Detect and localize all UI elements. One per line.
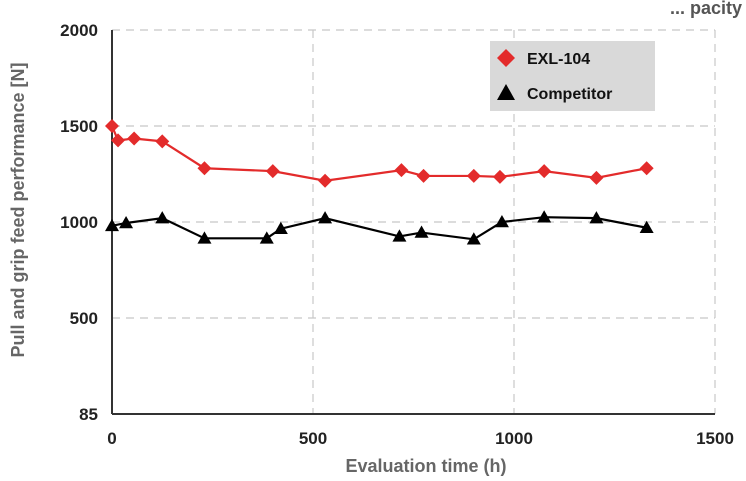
data-point-exl104 <box>111 133 126 148</box>
data-point-competitor <box>639 220 654 234</box>
data-point-exl104 <box>265 164 280 179</box>
data-point-competitor <box>273 221 288 234</box>
data-point-exl104 <box>155 134 170 149</box>
legend-marker-exl104 <box>497 49 515 67</box>
data-point-competitor <box>537 210 552 223</box>
y-tick-label: 1500 <box>60 117 98 136</box>
data-point-exl104 <box>127 131 142 146</box>
data-point-competitor <box>466 232 481 245</box>
data-point-competitor <box>414 225 429 238</box>
legend-label-competitor: Competitor <box>527 86 612 103</box>
tick-labels: 0 500 1000 1500 2000 1500 1000 500 85 <box>60 21 734 448</box>
data-point-exl104 <box>318 173 333 188</box>
data-point-competitor <box>259 231 274 244</box>
series-layer <box>105 119 654 245</box>
x-tick-label: 500 <box>299 429 327 448</box>
data-point-exl104 <box>197 161 212 176</box>
legend-label-exl104: EXL-104 <box>527 51 590 68</box>
data-point-exl104 <box>639 161 654 176</box>
x-axis-title: Evaluation time (h) <box>345 456 506 476</box>
x-tick-label: 1000 <box>495 429 533 448</box>
x-tick-label: 1500 <box>696 429 734 448</box>
data-point-competitor <box>105 218 119 232</box>
y-tick-label: 500 <box>70 309 98 328</box>
data-point-competitor <box>494 215 509 228</box>
series-line-exl104 <box>110 125 647 182</box>
legend-box <box>490 41 655 111</box>
data-point-competitor <box>589 211 604 224</box>
data-point-exl104 <box>492 169 507 184</box>
data-point-competitor <box>318 211 333 224</box>
x-tick-label: 0 <box>107 429 116 448</box>
data-point-exl104 <box>466 168 481 183</box>
data-point-competitor <box>119 215 134 229</box>
y-axis-title: Pull and grip feed performance [N] <box>8 62 28 357</box>
data-point-exl104 <box>394 163 409 178</box>
data-point-exl104 <box>105 119 119 133</box>
legend: EXL-104 Competitor <box>490 41 655 111</box>
data-point-competitor <box>197 231 212 244</box>
y-tick-label: 1000 <box>60 213 98 232</box>
legend-marker-competitor <box>497 84 515 100</box>
y-tick-label: 2000 <box>60 21 98 40</box>
chart-title: ... pacity <box>670 0 742 18</box>
data-point-exl104 <box>589 170 604 185</box>
y-tick-label: 85 <box>79 405 98 424</box>
series-line-competitor <box>111 216 647 241</box>
data-point-competitor <box>392 229 407 242</box>
data-point-exl104 <box>416 168 431 183</box>
data-point-competitor <box>155 211 170 224</box>
data-point-exl104 <box>537 164 552 179</box>
